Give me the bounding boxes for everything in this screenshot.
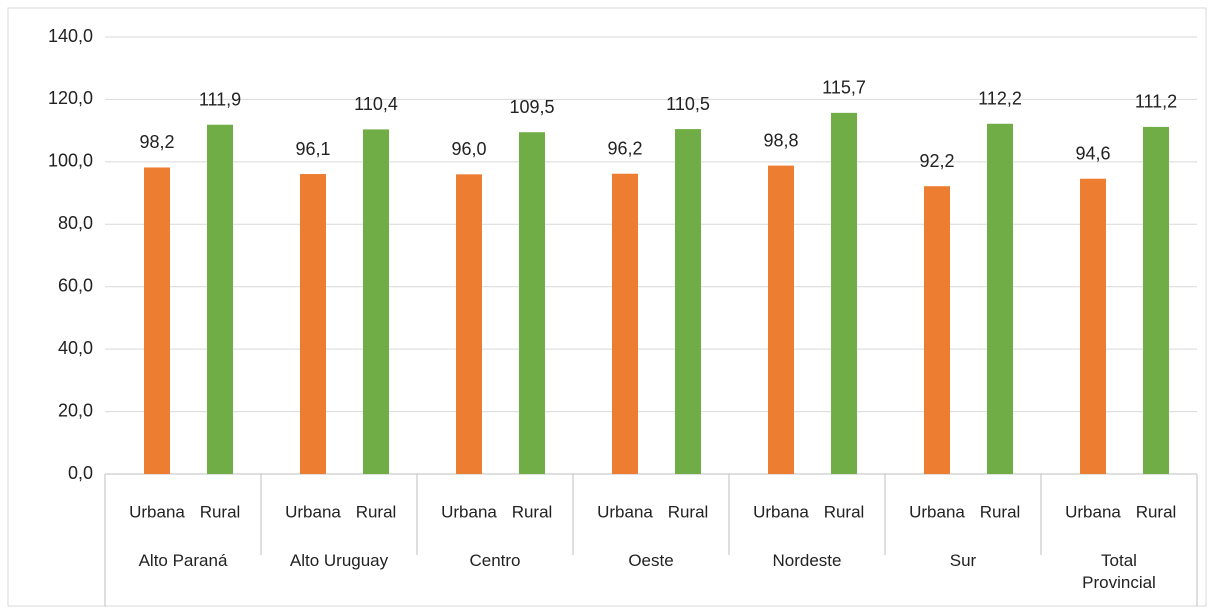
bar: [924, 186, 950, 474]
category-label: Centro: [469, 551, 521, 570]
data-label: 115,7: [822, 78, 866, 98]
category-label: Oeste: [628, 551, 674, 570]
y-tick-label: 120,0: [48, 88, 93, 108]
data-label: 111,2: [1135, 92, 1177, 112]
sub-category-label: Urbana: [597, 502, 653, 521]
data-label: 94,6: [1075, 143, 1110, 163]
sub-category-label: Urbana: [129, 502, 185, 521]
sub-category-label: Rural: [200, 502, 241, 521]
bar: [363, 129, 389, 474]
sub-category-label: Rural: [1136, 502, 1177, 521]
bar: [1080, 178, 1106, 474]
chart-border: [7, 7, 1207, 607]
y-tick-label: 0,0: [68, 463, 93, 483]
bar: [1143, 126, 1169, 474]
y-tick-label: 60,0: [58, 275, 93, 295]
category-label: Nordeste: [772, 551, 842, 570]
category-label: Alto Paraná: [138, 551, 228, 570]
y-tick-label: 80,0: [58, 213, 93, 233]
sub-category-label: Rural: [668, 502, 709, 521]
sub-category-label: Urbana: [909, 502, 965, 521]
y-tick-label: 20,0: [58, 400, 93, 420]
data-label: 96,1: [295, 139, 330, 159]
sub-category-label: Rural: [356, 502, 397, 521]
sub-category-label: Urbana: [285, 502, 341, 521]
sub-category-label: Urbana: [753, 502, 809, 521]
data-label: 92,2: [919, 151, 954, 171]
y-tick-label: 40,0: [58, 338, 93, 358]
data-label: 110,5: [666, 94, 710, 114]
sub-category-label: Urbana: [1065, 502, 1121, 521]
y-tick-label: 140,0: [48, 26, 93, 46]
data-label: 110,4: [354, 94, 398, 114]
data-label: 96,0: [451, 139, 486, 159]
data-label: 112,2: [978, 89, 1022, 109]
bar: [768, 165, 794, 475]
sub-category-label: Rural: [512, 502, 553, 521]
bar: [612, 173, 638, 474]
category-label: Alto Uruguay: [289, 551, 389, 570]
category-label: Total Provincial: [1082, 551, 1156, 592]
category-label: Sur: [949, 551, 977, 570]
bar: [987, 123, 1013, 475]
y-tick-label: 100,0: [48, 151, 93, 171]
bar: [300, 174, 326, 475]
data-label: 98,8: [763, 130, 798, 150]
data-label: 98,2: [139, 132, 174, 152]
sub-category-label: Rural: [824, 502, 865, 521]
sub-category-label: Urbana: [441, 502, 497, 521]
data-label: 96,2: [607, 138, 642, 158]
bar: [456, 174, 482, 475]
sub-category-label: Rural: [980, 502, 1021, 521]
bar: [831, 112, 857, 475]
bar: [144, 167, 170, 474]
data-label: 109,5: [509, 97, 554, 117]
bar: [207, 124, 233, 474]
data-label: 111,9: [199, 89, 241, 109]
bar: [519, 132, 545, 475]
bar: [675, 129, 701, 474]
